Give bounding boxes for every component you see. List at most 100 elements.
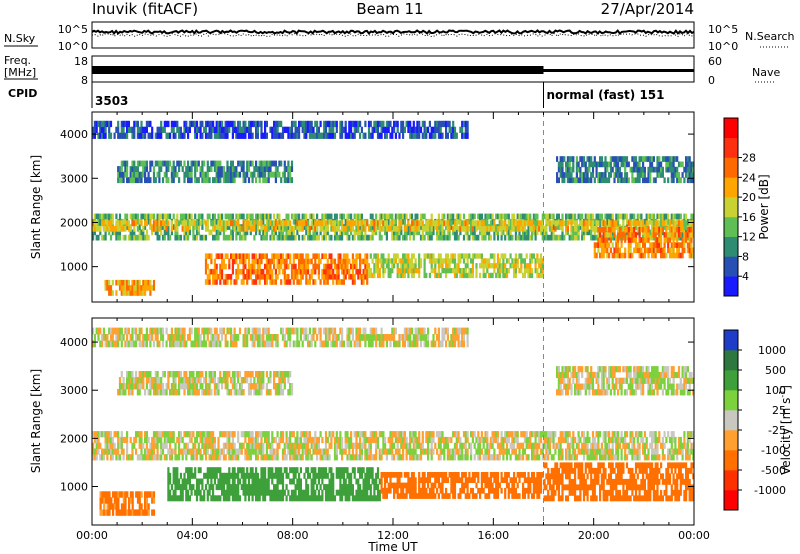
heatmap-cell (575, 177, 578, 184)
heatmap-cell (403, 263, 406, 269)
heatmap-cell (565, 172, 568, 178)
heatmap-cell (599, 156, 602, 162)
heatmap-cell (271, 442, 274, 449)
heatmap-cell (568, 166, 571, 173)
heatmap-cell (393, 234, 396, 241)
heatmap-cell (443, 234, 446, 241)
heatmap-cell (289, 279, 292, 285)
heatmap-cell (314, 132, 317, 139)
heatmap-cell (138, 160, 141, 167)
heatmap-cell (620, 161, 623, 168)
heatmap-cell (393, 263, 396, 269)
heatmap-cell (376, 220, 380, 227)
heatmap-cell (199, 454, 202, 461)
heatmap-cell (126, 431, 129, 438)
heatmap-cell (439, 431, 442, 438)
heatmap-cell (219, 274, 222, 280)
heatmap-cell (179, 213, 182, 220)
heatmap-cell (471, 263, 474, 269)
heatmap-cell (126, 126, 129, 133)
heatmap-cell (108, 290, 111, 296)
heatmap-cell (500, 436, 503, 444)
heatmap-cell (136, 454, 139, 461)
heatmap-cell (683, 247, 686, 254)
heatmap-cell (677, 172, 681, 178)
heatmap-cell (118, 436, 122, 444)
heatmap-cell (407, 126, 410, 133)
heatmap-cell (661, 442, 664, 449)
heatmap-cell (496, 253, 500, 259)
heatmap-cell (461, 448, 464, 455)
heatmap-cell (296, 132, 299, 139)
heatmap-cell (158, 132, 161, 139)
heatmap-cell (206, 120, 209, 128)
heatmap-cell (387, 120, 390, 128)
heatmap-cell (572, 442, 575, 449)
heatmap-cell (178, 431, 181, 438)
heatmap-cell (197, 160, 200, 167)
heatmap-cell (473, 220, 476, 227)
heatmap-cell (645, 220, 648, 227)
heatmap-cell (151, 454, 154, 461)
heatmap-cell (167, 224, 170, 230)
heatmap-cell (237, 253, 240, 259)
heatmap-cell (636, 166, 639, 173)
heatmap-cell (278, 218, 281, 225)
heatmap-cell (217, 160, 220, 167)
heatmap-cell (206, 218, 209, 225)
heatmap-cell (651, 213, 654, 220)
heatmap-cell (496, 263, 500, 269)
heatmap-cell (556, 442, 559, 449)
heatmap-cell (92, 454, 95, 461)
heatmap-cell (403, 213, 406, 220)
heatmap-cell (380, 454, 383, 461)
heatmap-cell (109, 436, 113, 444)
heatmap-cell (520, 454, 523, 461)
heatmap-cell (369, 268, 372, 274)
heatmap-cell (258, 220, 261, 227)
heatmap-cell (496, 229, 500, 236)
heatmap-cell (527, 220, 530, 227)
heatmap-cell (308, 279, 311, 285)
heatmap-cell (102, 431, 105, 438)
heatmap-cell (396, 263, 399, 269)
heatmap-cell (414, 454, 417, 461)
heatmap-cell (208, 166, 211, 172)
heatmap-cell (260, 120, 263, 128)
heatmap-cell (262, 218, 265, 225)
heatmap-cell (353, 213, 356, 220)
heatmap-cell (199, 436, 202, 444)
heatmap-cell (448, 436, 451, 444)
heatmap-cell (271, 234, 274, 241)
heatmap-cell (197, 218, 200, 225)
heatmap-cell (622, 161, 625, 168)
heatmap-cell (289, 253, 292, 259)
heatmap-cell (135, 213, 138, 220)
heatmap-cell (600, 156, 603, 162)
heatmap-cell (364, 120, 367, 128)
heatmap-cell (690, 242, 693, 248)
heatmap-cell (376, 224, 380, 230)
heatmap-cell (203, 431, 206, 438)
heatmap-cell (235, 229, 238, 236)
heatmap-cell (645, 442, 648, 449)
heatmap-cell (430, 263, 433, 269)
heatmap-cell (299, 454, 302, 461)
heatmap-cell (149, 454, 152, 461)
heatmap-cell (625, 213, 629, 220)
heatmap-cell (547, 431, 550, 438)
heatmap-cell (668, 454, 672, 461)
heatmap-cell (341, 448, 344, 455)
heatmap-cell (471, 272, 474, 279)
heatmap-cell (602, 242, 605, 248)
heatmap-cell (195, 120, 199, 128)
heatmap-cell (505, 442, 509, 449)
heatmap-cell (240, 225, 243, 232)
heatmap-cell (593, 454, 596, 461)
heatmap-cell (298, 436, 301, 444)
heatmap-cell (258, 120, 261, 128)
heatmap-cell (608, 448, 611, 455)
heatmap-cell (126, 160, 129, 167)
heatmap-cell (298, 213, 301, 220)
heatmap-cell (622, 436, 625, 444)
